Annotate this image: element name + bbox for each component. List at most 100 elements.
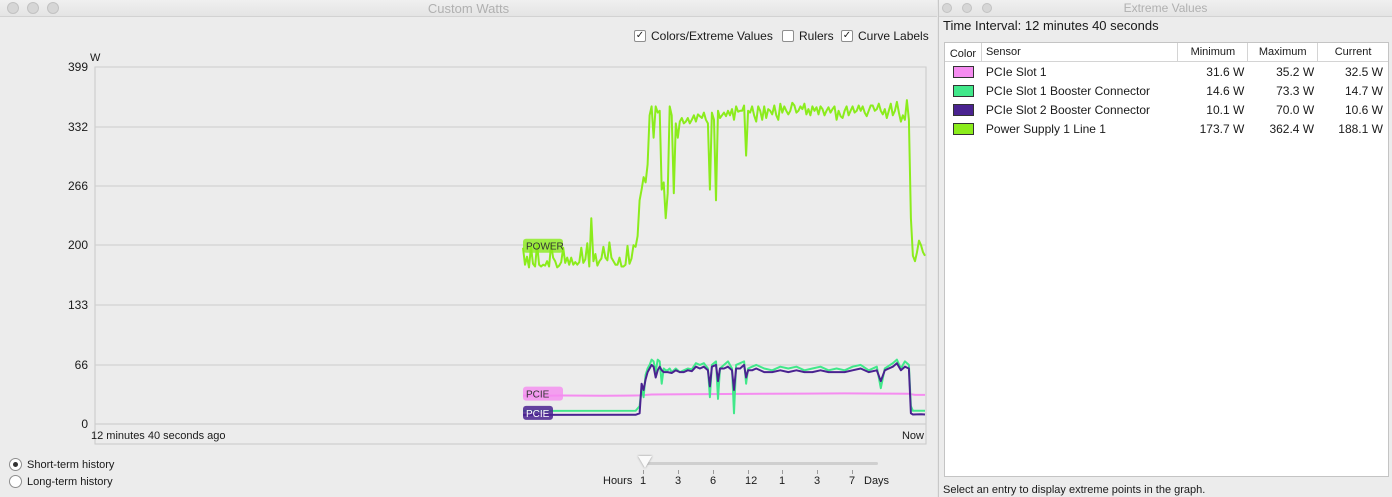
- series-line: [522, 362, 926, 416]
- checkbox-box[interactable]: ✓: [634, 30, 646, 42]
- checkbox-label: Rulers: [799, 29, 834, 43]
- curve-label-tag: [523, 238, 563, 253]
- color-swatch: [945, 65, 982, 78]
- current-value: 188.1 W: [1338, 121, 1383, 136]
- maximum-value: 70.0 W: [1276, 102, 1315, 117]
- scale-tick-mark: [817, 470, 818, 474]
- scale-tick-label: 6: [710, 475, 717, 487]
- x-end-label: Now: [902, 430, 924, 442]
- series-line: [522, 392, 925, 397]
- table-body: PCIe Slot 1 31.6 W 35.2 W 32.5 W PCIe Slot 1…: [945, 62, 1388, 138]
- scale-tick-label: 1: [779, 475, 786, 487]
- y-tick-label: 66: [75, 358, 89, 372]
- color-swatch: [945, 122, 982, 135]
- series-line: [522, 358, 925, 415]
- maximum-value: 35.2 W: [1276, 64, 1315, 79]
- color-swatch: [945, 103, 982, 116]
- scale-tick-label: 7: [849, 475, 856, 487]
- zoom-window-button[interactable]: [47, 2, 59, 14]
- column-header-current[interactable]: Current: [1334, 46, 1372, 58]
- close-window-button[interactable]: [7, 2, 19, 14]
- curve-label-text: POWER: [526, 242, 564, 253]
- maximum-value: 362.4 W: [1269, 121, 1315, 136]
- extreme-values-table[interactable]: Color Sensor Minimum Maximum Current PCI…: [944, 42, 1389, 477]
- radio-label: Long-term history: [27, 475, 113, 488]
- y-tick-label: 266: [68, 179, 88, 193]
- extreme-titlebar: Extreme Values: [939, 0, 1392, 17]
- y-tick-label: 399: [68, 60, 88, 74]
- zoom-window-button[interactable]: [982, 3, 992, 13]
- checkbox-label: Curve Labels: [858, 29, 929, 43]
- column-header-minimum[interactable]: Minimum: [1178, 43, 1249, 61]
- curve-label-text: PCIE: [526, 409, 550, 420]
- table-header: Color Sensor Minimum Maximum Current: [945, 43, 1388, 62]
- scale-tick-label: 3: [814, 475, 821, 487]
- window-title: Extreme Values: [1123, 1, 1208, 15]
- scale-tick-mark: [782, 470, 783, 474]
- current-value: 14.7 W: [1344, 83, 1383, 98]
- scale-tick-label: 12: [745, 475, 758, 487]
- table-row[interactable]: PCIe Slot 1 31.6 W 35.2 W 32.5 W: [945, 62, 1388, 81]
- column-header-sensor[interactable]: Sensor: [982, 43, 1179, 61]
- hours-label: Hours: [603, 475, 633, 487]
- radio-button[interactable]: [9, 458, 22, 471]
- minimize-window-button[interactable]: [962, 3, 972, 13]
- scale-tick-label: 3: [675, 475, 682, 487]
- sensor-name: Power Supply 1 Line 1: [985, 121, 1106, 136]
- custom-watts-window: Custom Watts ✓ Colors/Extreme Values Rul…: [0, 0, 937, 488]
- x-label-strip: [94, 423, 927, 445]
- window-title: Custom Watts: [427, 1, 510, 16]
- radio-button[interactable]: [9, 475, 22, 488]
- color-swatch-box: [952, 65, 974, 78]
- curve-label-tag: [523, 405, 553, 420]
- close-window-button[interactable]: [942, 3, 952, 13]
- y-unit-label: W: [90, 52, 101, 64]
- curve-label-tag: [523, 386, 563, 401]
- scale-tick-label: 1: [640, 475, 647, 487]
- maximum-value: 73.3 W: [1276, 83, 1315, 98]
- x-start-label: 12 minutes 40 seconds ago: [91, 430, 226, 442]
- table-row[interactable]: Power Supply 1 Line 1 173.7 W 362.4 W 188.1…: [945, 119, 1388, 138]
- minimum-value: 14.6 W: [1206, 83, 1245, 98]
- column-header-color[interactable]: Color: [945, 43, 982, 61]
- rulers-checkbox[interactable]: Rulers: [782, 29, 834, 43]
- minimum-value: 173.7 W: [1199, 121, 1245, 136]
- time-scale-slider-thumb[interactable]: [638, 456, 652, 468]
- color-swatch: [945, 84, 982, 97]
- status-hint: Select an entry to display extreme point…: [943, 484, 1206, 496]
- series-line: [522, 99, 926, 269]
- checkbox-box[interactable]: [782, 30, 794, 42]
- color-swatch-box: [952, 84, 974, 97]
- y-tick-label: 0: [81, 417, 88, 431]
- checkbox-box[interactable]: ✓: [841, 30, 853, 42]
- scale-tick-mark: [678, 470, 679, 474]
- sensor-name: PCIe Slot 1 Booster Connector: [985, 83, 1150, 98]
- minimum-value: 10.1 W: [1206, 102, 1245, 117]
- current-value: 10.6 W: [1344, 102, 1383, 117]
- column-header-maximum[interactable]: Maximum: [1248, 43, 1319, 61]
- color-swatch-box: [952, 122, 974, 135]
- radio-label: Short-term history: [27, 458, 115, 471]
- minimize-window-button[interactable]: [27, 2, 39, 14]
- long-term-history-radio[interactable]: Long-term history: [9, 475, 113, 488]
- scale-tick-mark: [713, 470, 714, 474]
- table-row[interactable]: PCIe Slot 2 Booster Connector 10.1 W 70.0 …: [945, 100, 1388, 119]
- table-row[interactable]: PCIe Slot 1 Booster Connector 14.6 W 73.3 …: [945, 81, 1388, 100]
- watts-chart[interactable]: 399 332 266 200 133 66 0 W 12 minutes 40 seconds…: [0, 0, 937, 450]
- extreme-values-window: Extreme Values Time Interval: 12 minutes…: [938, 0, 1392, 497]
- main-titlebar: Custom Watts: [0, 0, 937, 17]
- short-term-history-radio[interactable]: Short-term history: [9, 458, 114, 471]
- y-tick-label: 332: [68, 120, 88, 134]
- curve-labels-checkbox[interactable]: ✓ Curve Labels: [841, 29, 929, 43]
- current-value: 32.5 W: [1344, 64, 1383, 79]
- scale-tick-mark: [643, 470, 644, 474]
- sensor-name: PCIe Slot 1: [985, 64, 1047, 79]
- scale-tick-mark: [748, 470, 749, 474]
- checkbox-label: Colors/Extreme Values: [651, 29, 773, 43]
- days-label: Days: [864, 475, 890, 487]
- time-scale-slider-track[interactable]: [643, 462, 878, 465]
- color-swatch-box: [952, 103, 974, 116]
- colors-extreme-values-checkbox[interactable]: ✓ Colors/Extreme Values: [634, 29, 773, 43]
- minimum-value: 31.6 W: [1206, 64, 1245, 79]
- sensor-name: PCIe Slot 2 Booster Connector: [985, 102, 1150, 117]
